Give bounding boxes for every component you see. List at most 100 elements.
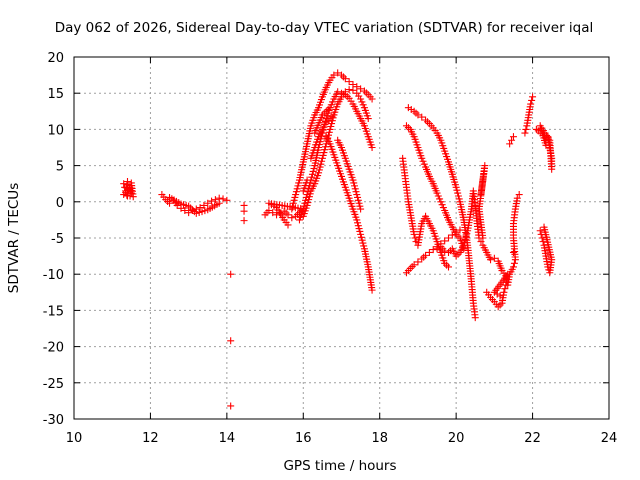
data-point (318, 154, 326, 162)
data-point (120, 180, 128, 188)
data-point (413, 141, 421, 149)
data-point (424, 170, 432, 178)
data-point (293, 185, 301, 193)
data-point (348, 173, 356, 181)
data-point (336, 141, 344, 149)
data-point (541, 226, 549, 234)
data-point (440, 144, 448, 152)
data-point (288, 214, 296, 222)
data-point (334, 69, 342, 77)
data-point (213, 201, 221, 209)
data-point (432, 235, 440, 243)
data-point (308, 170, 316, 178)
data-point (362, 89, 370, 97)
data-point (321, 86, 329, 94)
data-point (332, 90, 340, 98)
data-point (492, 300, 500, 308)
data-point (402, 180, 410, 188)
y-tick-label: 5 (56, 160, 64, 175)
data-point (318, 157, 326, 165)
data-point (201, 207, 209, 215)
data-point (538, 234, 546, 242)
tick-labels: 10 12 14 16 18 20 22 24 -30 -25 -20 -15 -10 -5 0 5 10 15 2… (43, 51, 618, 446)
data-point (208, 197, 216, 205)
data-point (349, 86, 357, 94)
data-point (408, 217, 416, 225)
data-point (356, 227, 364, 235)
data-point (325, 137, 333, 145)
data-point (294, 182, 302, 190)
y-tick-label: -20 (43, 341, 64, 356)
data-point (459, 244, 467, 252)
data-point (490, 254, 498, 262)
data-point (320, 149, 328, 157)
data-point (400, 166, 408, 174)
data-point (336, 95, 344, 103)
data-point (411, 234, 419, 242)
data-point (357, 205, 365, 213)
data-point (355, 225, 363, 233)
data-point (309, 167, 317, 175)
data-point (477, 188, 485, 196)
data-point (454, 250, 462, 258)
data-point (447, 221, 455, 229)
data-point (434, 192, 442, 200)
data-point (357, 230, 365, 238)
data-point (352, 188, 360, 196)
x-tick-label: 10 (66, 431, 83, 446)
data-point (359, 101, 367, 109)
y-tick-label: -5 (51, 232, 64, 247)
y-tick-label: 0 (56, 196, 64, 211)
data-point (314, 172, 322, 180)
data-point (352, 213, 360, 221)
data-point (417, 222, 425, 230)
data-point (182, 201, 190, 209)
data-point (436, 134, 444, 142)
data-point (354, 219, 362, 227)
data-point (282, 218, 290, 226)
data-point (309, 182, 317, 190)
data-point (345, 78, 353, 86)
x-tick-label: 12 (142, 431, 159, 446)
data-point (308, 173, 316, 181)
data-point (404, 267, 412, 275)
data-point (461, 238, 469, 246)
data-point (196, 204, 204, 212)
data-point (404, 124, 412, 132)
data-point (313, 106, 321, 114)
axis-ticks (73, 56, 610, 420)
data-point (328, 74, 336, 82)
data-point (425, 248, 433, 256)
data-point (431, 126, 439, 134)
data-point (451, 250, 459, 258)
data-point (471, 311, 479, 319)
data-point (290, 196, 298, 204)
data-point (345, 86, 353, 94)
data-point (453, 186, 461, 194)
data-point (543, 260, 551, 268)
data-point (499, 291, 507, 299)
data-point (357, 233, 365, 241)
data-point (404, 195, 412, 203)
data-point (357, 85, 365, 93)
data-point (227, 337, 235, 345)
data-point (302, 204, 310, 212)
data-point (419, 157, 427, 165)
data-point (347, 97, 355, 105)
data-point (282, 209, 290, 217)
data-point (200, 201, 208, 209)
data-point (333, 159, 341, 167)
data-point (344, 191, 352, 199)
data-point (310, 114, 318, 122)
data-point (340, 152, 348, 160)
x-tick-label: 16 (295, 431, 312, 446)
data-point (316, 163, 324, 171)
data-point (448, 168, 456, 176)
data-point (481, 246, 489, 254)
y-tick-label: -10 (43, 268, 64, 283)
data-point (469, 296, 477, 304)
data-point (415, 233, 423, 241)
data-point (354, 193, 362, 201)
data-point (211, 196, 219, 204)
data-point (367, 141, 375, 149)
